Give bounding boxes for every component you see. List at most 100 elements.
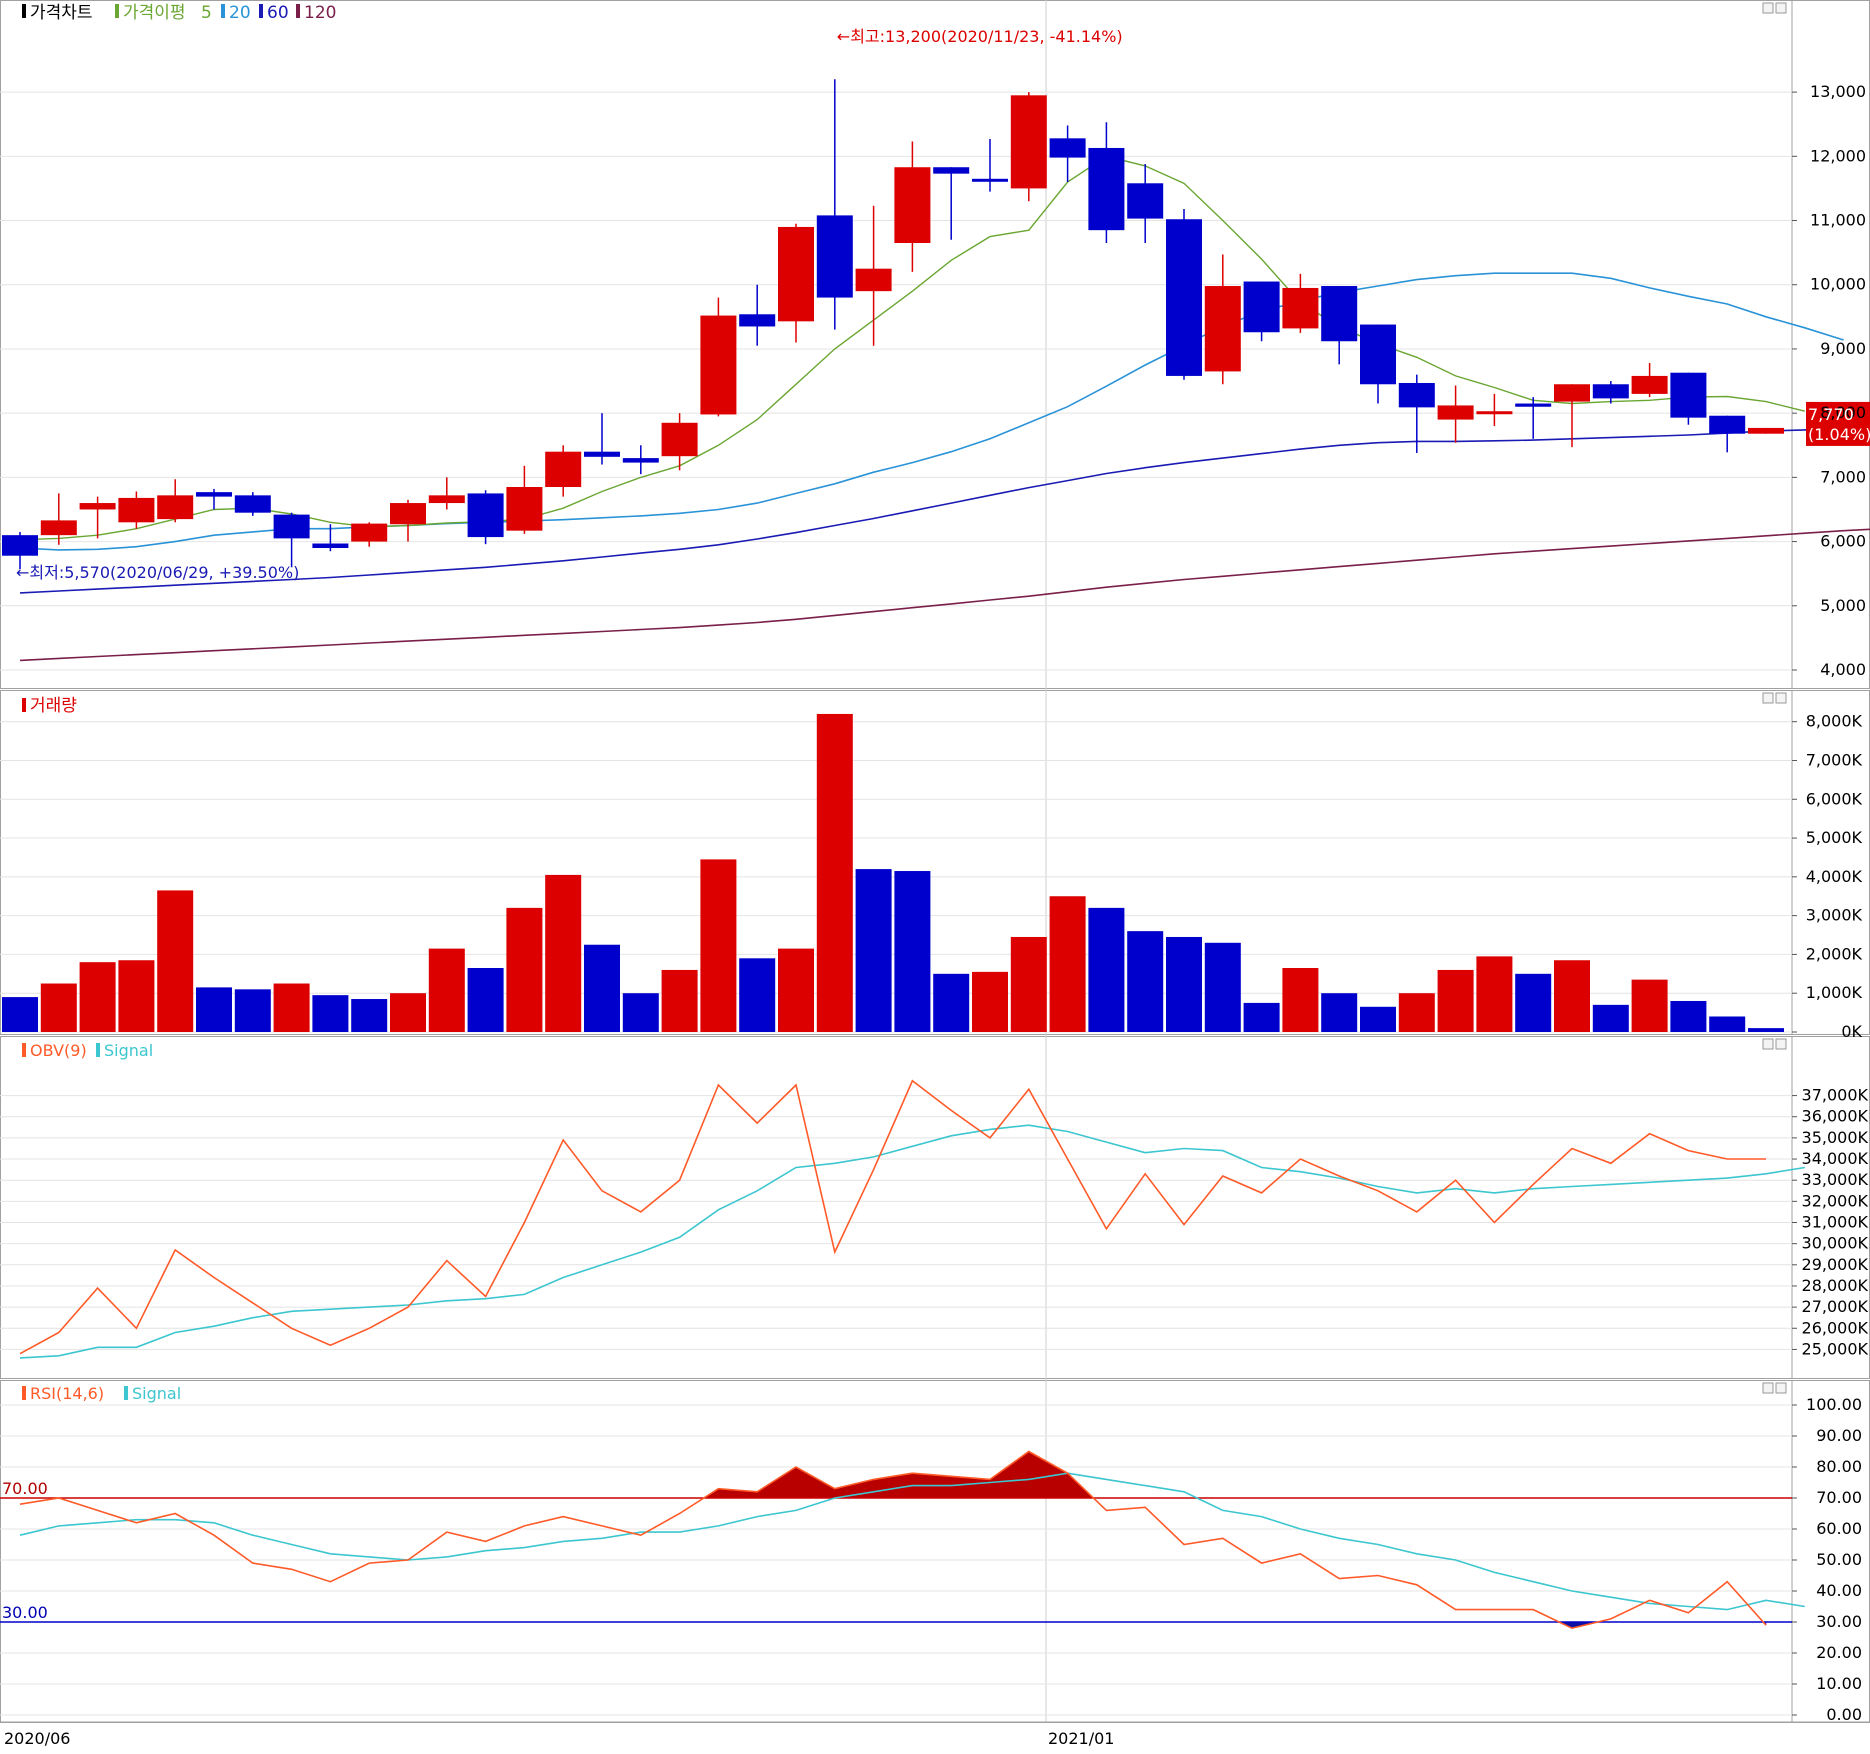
candle-body <box>1592 384 1629 399</box>
legend-rsi-signal: Signal <box>132 1384 181 1403</box>
candle-body <box>467 493 504 538</box>
tick-label-obv: 34,000K <box>1802 1149 1869 1168</box>
volume-bar <box>1515 973 1552 1032</box>
tick-label-obv: 33,000K <box>1802 1170 1869 1189</box>
volume-bar <box>467 968 504 1032</box>
ma120-line <box>19 528 1870 662</box>
legend-marker-ma120 <box>296 4 300 18</box>
volume-bar <box>157 890 194 1032</box>
candle-body <box>2 535 38 556</box>
tick-label-volume: 5,000K <box>1806 828 1863 847</box>
tick-label-price: 6,000 <box>1820 532 1866 551</box>
tick-label-price: 7,000 <box>1820 467 1866 486</box>
x-tick-label: 2020/06 <box>4 1729 70 1748</box>
candle-body <box>545 451 582 487</box>
candle-body <box>778 226 814 322</box>
candle-body <box>1166 219 1202 376</box>
volume-bar <box>855 869 892 1032</box>
candle-body <box>1282 287 1319 329</box>
candle-body <box>1476 411 1513 415</box>
volume-bar <box>1127 931 1164 1032</box>
candle-body <box>894 167 931 243</box>
tick-label-obv: 30,000K <box>1802 1234 1869 1253</box>
legend-ma20: 20 <box>229 3 251 23</box>
candle-body <box>506 487 543 531</box>
volume-bar <box>79 962 116 1032</box>
volume-bar <box>972 971 1008 1032</box>
minimize-icon <box>1762 1038 1774 1050</box>
tick-label-volume: 1,000K <box>1806 983 1863 1002</box>
tick-label-rsi: 40.00 <box>1816 1581 1862 1600</box>
volume-bar <box>933 973 970 1032</box>
tick-label-price: 4,000 <box>1820 660 1866 679</box>
candle-body <box>390 503 426 525</box>
close-icon <box>1775 1038 1787 1050</box>
tick-label-rsi: 50.00 <box>1816 1550 1862 1569</box>
legend-rsi: RSI(14,6) <box>30 1384 104 1403</box>
candle-body <box>1243 281 1280 333</box>
volume-bar <box>1554 960 1590 1032</box>
tick-label-obv: 37,000K <box>1802 1086 1869 1105</box>
candle-body <box>312 543 349 548</box>
minimize-icon <box>1762 1382 1774 1394</box>
tick-label-volume: 6,000K <box>1806 789 1863 808</box>
volume-bar <box>700 859 737 1032</box>
volume-bar <box>2 997 38 1032</box>
volume-bar <box>1010 936 1047 1032</box>
rsi-level-low-label: 30.00 <box>2 1603 48 1622</box>
tick-label-rsi: 80.00 <box>1816 1457 1862 1476</box>
volume-bar <box>584 944 620 1032</box>
rsi-line <box>19 1450 1767 1630</box>
candle-body <box>933 167 970 174</box>
volume-bar <box>1709 1016 1746 1032</box>
volume-bar <box>196 987 232 1032</box>
tick-label-rsi: 70.00 <box>1816 1488 1862 1507</box>
tick-label-obv: 25,000K <box>1802 1339 1869 1358</box>
tick-label-obv: 36,000K <box>1802 1107 1869 1126</box>
obv-signal-line <box>19 1124 1805 1359</box>
panel-frame-obv <box>0 1036 1870 1379</box>
legend-marker-price <box>22 4 26 18</box>
ma60-line <box>19 427 1844 594</box>
tick-label-rsi: 90.00 <box>1816 1426 1862 1445</box>
close-icon <box>1775 1382 1787 1394</box>
tick-label-price: 13,000 <box>1810 82 1866 101</box>
candle-body <box>972 178 1008 182</box>
rsi-level-high-label: 70.00 <box>2 1479 48 1498</box>
legend-marker-volume <box>22 698 26 712</box>
volume-bar <box>1670 1000 1707 1032</box>
candle-body <box>196 492 232 497</box>
volume-bar <box>40 983 77 1032</box>
legend-marker-rsi <box>22 1386 26 1400</box>
volume-bar <box>1204 942 1241 1032</box>
candle-body <box>1088 147 1125 231</box>
annotation-high: ←최고:13,200(2020/11/23, -41.14%) <box>837 27 1123 46</box>
panel-frame-price <box>0 0 1870 689</box>
tick-label-volume: 2,000K <box>1806 944 1863 963</box>
volume-bar <box>118 960 155 1032</box>
volume-bar <box>622 993 659 1032</box>
annotation-low: ←최저:5,570(2020/06/29, +39.50%) <box>16 563 299 582</box>
current-price: 7,770 <box>1808 405 1854 424</box>
volume-bar <box>894 871 931 1032</box>
candle-body <box>1049 138 1086 158</box>
legend-price: 가격차트 <box>30 3 93 23</box>
legend-marker-obv-signal <box>96 1043 100 1057</box>
candle-body <box>1670 372 1707 418</box>
panel-frame-rsi <box>0 1380 1870 1723</box>
volume-bar <box>1166 936 1202 1032</box>
legend-marker-ma60 <box>259 4 263 18</box>
candle-body <box>1515 403 1552 407</box>
volume-bar <box>1592 1004 1629 1032</box>
tick-label-obv: 26,000K <box>1802 1318 1869 1337</box>
legend-marker-ma20 <box>221 4 225 18</box>
candle-body <box>855 268 892 292</box>
candle-body <box>273 514 310 539</box>
volume-bar <box>1049 896 1086 1032</box>
candle-body <box>1360 324 1396 385</box>
tick-label-price: 11,000 <box>1810 211 1866 230</box>
candle-body <box>428 495 465 504</box>
tick-label-rsi: 20.00 <box>1816 1643 1862 1662</box>
candle-body <box>622 458 659 463</box>
